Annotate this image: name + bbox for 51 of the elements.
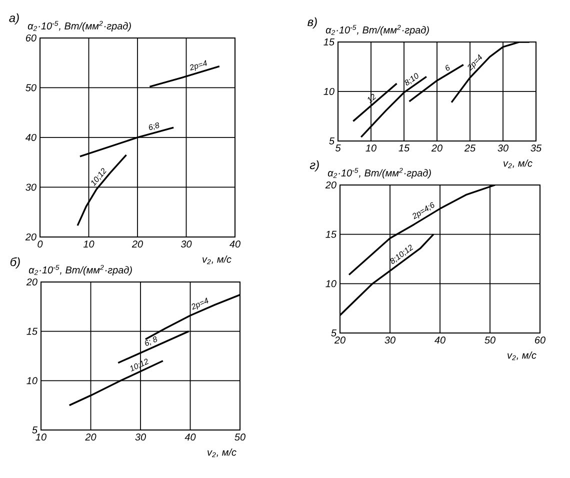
line-series xyxy=(68,360,164,406)
x-tick-label: 30 xyxy=(180,240,192,248)
y-tick-label: 50 xyxy=(26,84,36,92)
x-tick-label: 50 xyxy=(484,336,496,344)
y-tick-label: 60 xyxy=(26,34,36,42)
chart-title: в) xyxy=(308,17,317,28)
x-axis-title: v$_{2}$, м/с xyxy=(508,351,536,360)
chart-title: а) xyxy=(9,13,19,24)
y-tick-label: 10 xyxy=(324,88,334,96)
x-axis-title: v$_{2}$, м/с xyxy=(504,159,532,168)
y-tick-label: 15 xyxy=(324,38,335,46)
y-tick-label: 10 xyxy=(326,280,336,288)
y-tick-label: 20 xyxy=(325,181,336,189)
chart-title: б) xyxy=(10,257,20,268)
y-tick-label: 5 xyxy=(329,138,335,144)
x-tick-label: 10 xyxy=(366,144,376,152)
x-tick-label: 40 xyxy=(184,434,196,441)
x-tick-label: 40 xyxy=(434,336,446,344)
line-series xyxy=(76,154,128,226)
y-tick-label: 15 xyxy=(26,328,38,335)
x-tick-label: 10 xyxy=(36,434,46,441)
x-tick-label: 20 xyxy=(132,240,143,248)
x-tick-label: 10 xyxy=(83,240,94,248)
x-axis-title: v$_{2}$, м/с xyxy=(202,255,232,264)
x-tick-label: 50 xyxy=(234,434,246,441)
x-tick-label: 25 xyxy=(464,144,476,152)
x-tick-label: 20 xyxy=(85,434,96,441)
y-axis-title: α$_{2}$·10$^{-5}$, Вт/(мм$^{2}$·град) xyxy=(326,24,429,36)
y-tick-label: 20 xyxy=(26,278,38,286)
y-axis-title: α$_{2}$·10$^{-5}$, Вт/(мм$^{2}$·град) xyxy=(28,264,132,276)
y-tick-label: 10 xyxy=(26,377,38,384)
y-tick-label: 20 xyxy=(25,233,36,241)
x-tick-label: 0 xyxy=(38,240,43,248)
x-tick-label: 20 xyxy=(431,144,442,152)
x-tick-label: 15 xyxy=(398,144,410,152)
x-tick-label: 40 xyxy=(230,240,240,248)
x-tick-label: 30 xyxy=(498,144,508,152)
x-tick-label: 35 xyxy=(530,144,542,152)
x-tick-label: 20 xyxy=(334,336,346,344)
y-tick-label: 40 xyxy=(25,134,36,142)
y-axis-title: α$_{2}$·10$^{-5}$, Вт/(мм$^{2}$·град) xyxy=(328,168,431,178)
y-axis-title: α$_{2}$·10$^{-5}$, Вт/(мм$^{2}$·град) xyxy=(28,20,131,32)
y-tick-label: 30 xyxy=(26,184,36,191)
x-tick-label: 30 xyxy=(384,336,396,344)
y-tick-label: 5 xyxy=(32,426,38,434)
x-axis-title: v$_{2}$, м/с xyxy=(208,448,236,458)
x-tick-label: 30 xyxy=(135,434,146,441)
chart-title: г) xyxy=(310,160,319,172)
y-tick-label: 5 xyxy=(331,330,337,336)
y-tick-label: 15 xyxy=(326,230,337,238)
x-tick-label: 60 xyxy=(535,336,546,344)
